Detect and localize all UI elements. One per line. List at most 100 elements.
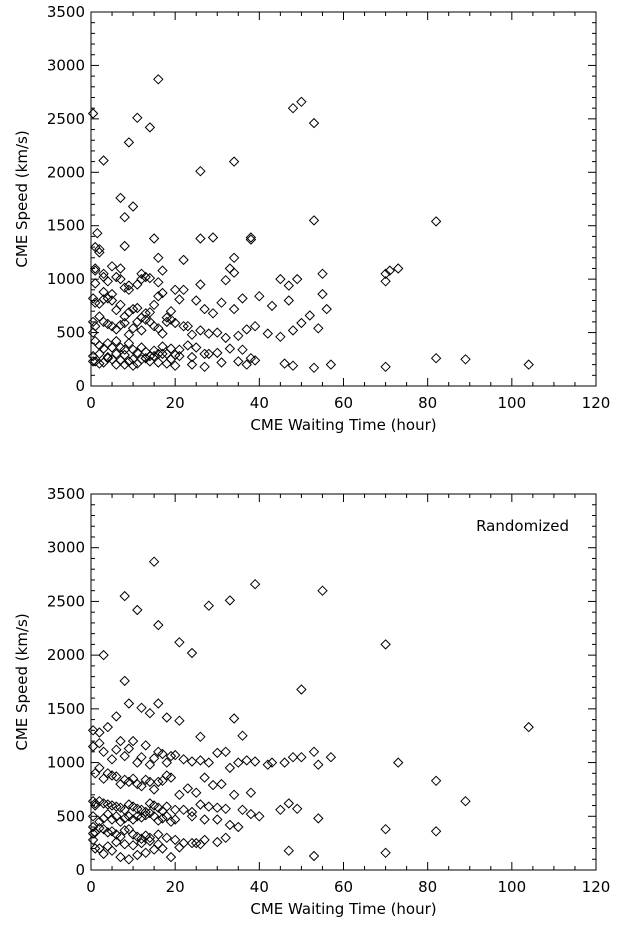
- data-point: [111, 711, 122, 722]
- data-point: [87, 741, 99, 752]
- x-tick-label: 20: [166, 394, 185, 412]
- data-point: [313, 813, 324, 824]
- data-point: [115, 778, 126, 790]
- data-point: [157, 748, 168, 760]
- data-point: [106, 261, 118, 272]
- data-point: [157, 265, 168, 276]
- data-point: [87, 356, 99, 367]
- data-point: [325, 751, 337, 763]
- data-point: [89, 843, 101, 854]
- data-point: [430, 216, 442, 227]
- data-point: [195, 731, 206, 743]
- data-point: [94, 311, 105, 322]
- plot-frame: [90, 493, 597, 871]
- y-tick-label: 1500: [47, 217, 85, 235]
- data-point: [144, 707, 156, 719]
- y-tick-label: 1000: [47, 270, 85, 288]
- data-point: [136, 273, 147, 285]
- data-point: [148, 320, 160, 332]
- data-point: [220, 746, 231, 758]
- y-tick-label: 0: [75, 377, 85, 395]
- data-point: [127, 814, 139, 825]
- data-point: [144, 759, 156, 770]
- data-point: [178, 254, 189, 266]
- data-point: [178, 754, 189, 765]
- data-point: [233, 757, 244, 768]
- data-point: [119, 838, 130, 850]
- data-point: [140, 346, 151, 358]
- data-point: [153, 829, 164, 840]
- y-tick-label: 500: [56, 324, 85, 342]
- chart-panel-1: 0 20 40 60 80 100 120 0 500 1000 1500 2000 2500 3000 3…: [13, 3, 610, 434]
- data-point: [228, 252, 240, 264]
- data-point: [106, 814, 118, 825]
- data-point: [195, 279, 206, 290]
- x-tick-label: 120: [582, 394, 611, 412]
- data-point: [119, 282, 130, 293]
- data-point: [136, 312, 147, 323]
- data-point: [380, 268, 391, 280]
- x-tick-label: 40: [250, 878, 269, 896]
- data-point: [123, 307, 135, 318]
- data-point: [115, 299, 126, 311]
- data-point: [98, 294, 109, 305]
- data-point: [111, 335, 122, 347]
- data-point: [203, 600, 215, 611]
- data-point: [127, 840, 139, 851]
- data-point: [275, 331, 286, 343]
- data-point: [115, 816, 126, 827]
- y-axis-title: CME Speed (km/s): [13, 130, 31, 267]
- data-point: [98, 823, 109, 835]
- data-point: [102, 276, 114, 287]
- y-tick-label: 2500: [47, 592, 85, 610]
- y-tick-label: 0: [75, 861, 85, 879]
- data-point: [87, 821, 99, 833]
- data-point: [132, 604, 143, 616]
- data-point: [199, 834, 210, 846]
- data-point: [102, 721, 114, 733]
- y-tick-label: 3500: [47, 3, 85, 21]
- data-point: [144, 272, 156, 284]
- y-axis-title: CME Speed (km/s): [13, 613, 31, 750]
- data-point: [98, 848, 109, 860]
- data-point: [140, 809, 151, 821]
- data-point: [174, 294, 185, 305]
- data-point: [119, 590, 130, 602]
- data-point: [182, 783, 194, 794]
- data-point: [157, 775, 168, 787]
- data-point: [127, 201, 139, 212]
- data-point: [106, 288, 118, 300]
- data-point: [237, 804, 248, 816]
- data-point: [262, 328, 274, 339]
- data-point: [144, 835, 156, 847]
- data-point: [245, 808, 257, 820]
- data-point: [224, 595, 236, 606]
- data-point: [199, 361, 210, 373]
- data-point: [161, 832, 173, 844]
- y-tick-label: 1000: [47, 754, 85, 772]
- data-point: [430, 826, 442, 837]
- data-point: [283, 798, 295, 809]
- data-point: [127, 360, 139, 371]
- data-point: [195, 799, 206, 810]
- data-point: [115, 319, 126, 331]
- data-point: [102, 827, 114, 838]
- data-point: [228, 267, 240, 278]
- data-point: [165, 772, 177, 783]
- data-point: [153, 838, 164, 850]
- data-point: [296, 317, 307, 329]
- data-point: [254, 290, 265, 302]
- data-point: [111, 771, 122, 782]
- data-point: [304, 310, 316, 321]
- data-point: [119, 349, 130, 361]
- data-point: [190, 837, 202, 849]
- data-point: [169, 317, 181, 329]
- data-point: [169, 804, 181, 816]
- data-point: [212, 747, 223, 759]
- data-point: [119, 344, 130, 355]
- data-point: [157, 813, 168, 824]
- data-point: [195, 325, 206, 336]
- data-point: [203, 348, 215, 360]
- data-point: [169, 284, 181, 296]
